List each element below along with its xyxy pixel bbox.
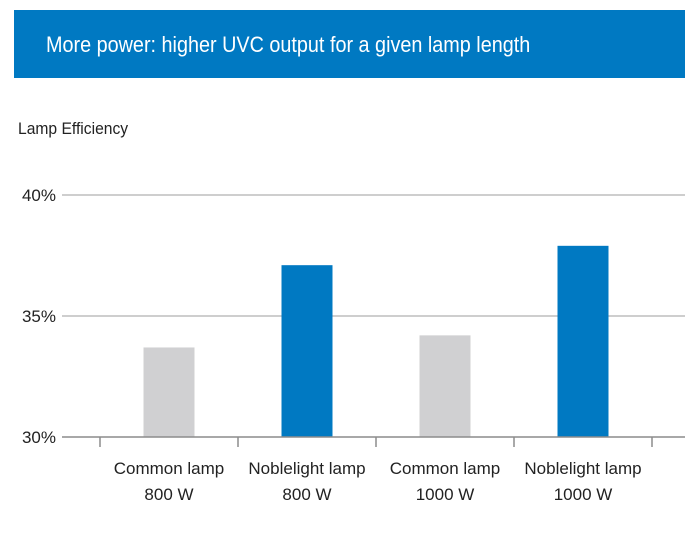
chart-title-banner: More power: higher UVC output for a give… [14, 10, 685, 78]
x-tick-label: 800 W [282, 485, 331, 504]
bar [143, 347, 195, 437]
x-tick-label: Common lamp [390, 459, 501, 478]
x-tick-label: Noblelight lamp [248, 459, 365, 478]
bar [281, 265, 333, 437]
x-tick-label: 1000 W [416, 485, 475, 504]
y-axis-label: Lamp Efficiency [18, 119, 129, 138]
x-tick-label: Noblelight lamp [524, 459, 641, 478]
bar [419, 335, 471, 437]
x-tick-label: 800 W [144, 485, 193, 504]
x-tick-label: 1000 W [554, 485, 613, 504]
x-tick-label: Common lamp [114, 459, 225, 478]
y-tick-label: 30% [22, 428, 56, 447]
bar [557, 245, 609, 437]
y-tick-label: 35% [22, 307, 56, 326]
y-tick-label: 40% [22, 186, 56, 205]
chart-title: More power: higher UVC output for a give… [46, 32, 531, 57]
